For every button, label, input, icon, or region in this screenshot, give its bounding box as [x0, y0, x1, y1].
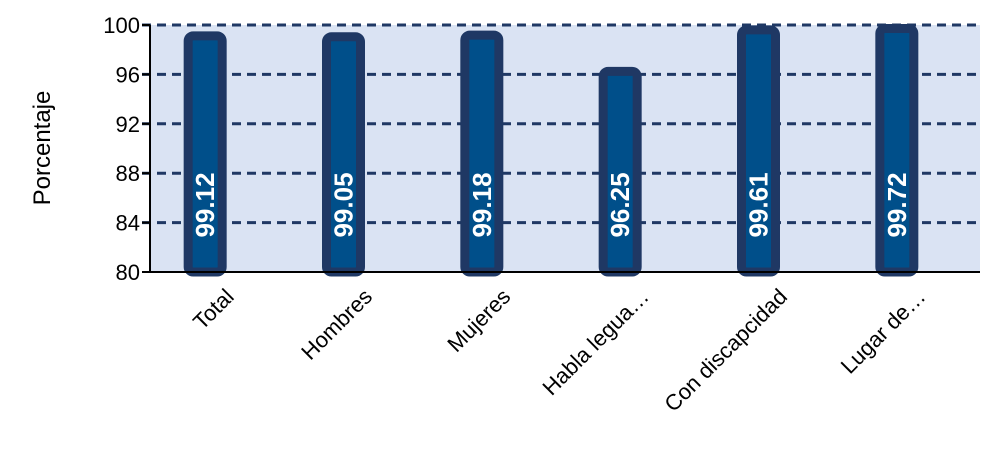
bars: 99.12 99.05 99.18 96.25 99.61 99.72 [183, 23, 919, 277]
y-tick-label: 96 [116, 62, 140, 87]
x-category-label: Lugar de… [836, 284, 931, 379]
x-category-labels: Total Hombres Mujeres Habla legua… Con disca… [188, 284, 930, 417]
y-tick-label: 84 [116, 211, 140, 236]
y-tick-label: 80 [116, 260, 140, 285]
bar [598, 66, 642, 277]
y-tick-label: 88 [116, 161, 140, 186]
axes [142, 24, 980, 273]
bar-data-label: 99.05 [329, 172, 359, 237]
bar-data-label: 99.12 [190, 172, 220, 237]
bar-data-label: 99.18 [467, 172, 497, 237]
x-category-label: Mujeres [442, 284, 515, 357]
x-category-label: Con discapcidad [659, 284, 792, 417]
plot-area [150, 25, 980, 272]
grid-lines [142, 23, 980, 225]
bar-data-label: 96.25 [605, 172, 635, 237]
x-category-label: Habla legua… [537, 284, 653, 400]
y-tick-labels: 80 84 88 92 96 100 [103, 13, 140, 285]
bar-data-label: 99.72 [882, 172, 912, 237]
y-axis-label: Porcentaje [29, 91, 56, 206]
y-tick-label: 92 [116, 112, 140, 137]
y-tick-label: 100 [103, 13, 140, 38]
bar-data-label: 99.61 [744, 172, 774, 237]
x-category-label: Hombres [296, 284, 377, 365]
x-category-label: Total [188, 284, 239, 335]
